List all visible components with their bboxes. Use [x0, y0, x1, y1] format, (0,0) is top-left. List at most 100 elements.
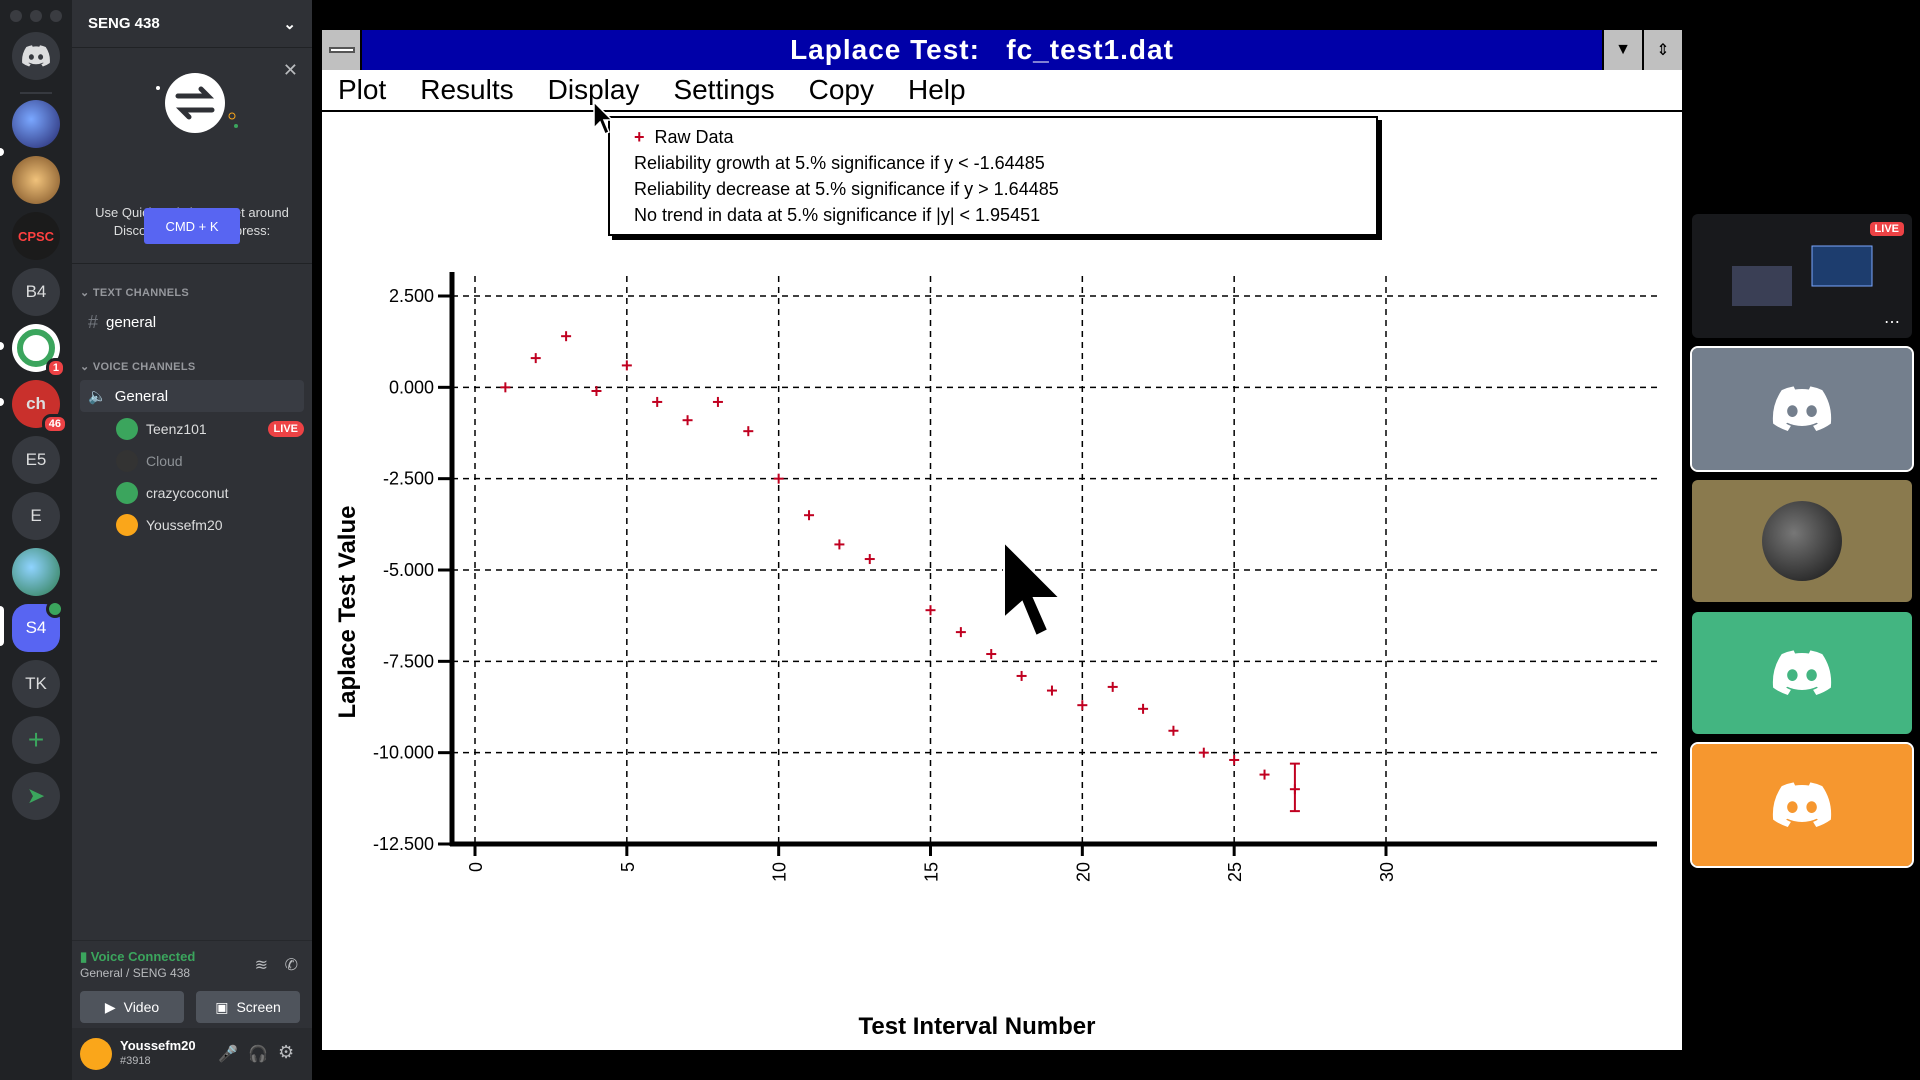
data-point [682, 415, 693, 426]
quick-switcher-arrows-icon [156, 73, 238, 133]
mention-badge: 1 [45, 358, 66, 378]
gear-icon[interactable]: ⚙ [278, 1042, 295, 1062]
window-zoom-button[interactable] [50, 10, 62, 22]
data-point [500, 382, 511, 393]
data-point [1107, 681, 1118, 692]
mouse-cursor-icon [1003, 540, 1063, 638]
voice-channels-category[interactable]: ⌄ VOICE CHANNELS [80, 361, 196, 373]
camera-icon: ▶ [104, 998, 116, 1015]
more-options-icon[interactable]: ⋯ [1884, 314, 1900, 331]
window-title: Laplace Test: fc_test1.dat [790, 34, 1174, 65]
explore-servers-icon[interactable]: ➤ [12, 772, 60, 820]
x-tick-label: 15 [922, 862, 942, 882]
noise-suppression-icon[interactable]: ≋ [254, 957, 268, 974]
x-tick-label: 20 [1073, 862, 1093, 882]
laplace-chart: 2.500 0.000 -2.500 -5.000 -7.500 -10.000 -12.5… [334, 272, 1657, 1040]
y-tick-label: 2.500 [389, 286, 434, 306]
server-icon-ch[interactable]: ch 46 [12, 380, 68, 434]
data-point [1229, 754, 1240, 765]
voice-user[interactable]: Teenz101 LIVE [116, 414, 304, 444]
disconnect-icon[interactable]: ✆ [284, 957, 298, 974]
legend-decrease: Reliability decrease at 5.% significance… [634, 179, 1059, 199]
avatar[interactable] [80, 1038, 112, 1070]
server-icon-1[interactable] [12, 100, 60, 148]
participant-tile[interactable] [1692, 612, 1912, 734]
data-point [1016, 670, 1027, 681]
server-icon-b4[interactable]: B4 [12, 268, 60, 316]
video-button[interactable]: ▶ Video [80, 991, 184, 1023]
voice-user[interactable]: crazycoconut [116, 478, 304, 508]
menu-results[interactable]: Results [420, 74, 514, 105]
data-point [712, 396, 723, 407]
menu-copy[interactable]: Copy [808, 74, 874, 105]
voice-user[interactable]: Cloud [116, 446, 304, 476]
quick-switcher-shortcut-button[interactable]: CMD + K [144, 208, 240, 244]
minimize-button[interactable]: ▼ [1602, 30, 1642, 70]
discord-logo-icon [1772, 782, 1832, 827]
data-point [1259, 769, 1270, 780]
server-icon-2[interactable] [12, 156, 60, 204]
updown-arrow-icon: ⇕ [1656, 42, 1670, 59]
server-header[interactable]: SENG 438 ⌄ [72, 0, 312, 48]
close-icon[interactable]: ✕ [282, 60, 298, 80]
y-tick-label: -7.500 [383, 651, 434, 671]
avatar [116, 418, 138, 440]
screen-share-button[interactable]: ▣ Screen [196, 991, 300, 1023]
legend-growth: Reliability growth at 5.% significance i… [634, 153, 1045, 173]
triangle-down-icon: ▼ [1615, 41, 1631, 58]
voice-connection-panel: ▮ Voice Connected General / SENG 438 ≋ ✆… [72, 940, 312, 1028]
laplace-test-window: Laplace Test: fc_test1.dat ▼ ⇕ Plot Resu… [320, 28, 1684, 1052]
menu-settings[interactable]: Settings [673, 74, 775, 105]
discord-home-icon[interactable] [12, 32, 60, 80]
avatar [116, 482, 138, 504]
window-minimize-button[interactable] [30, 10, 42, 22]
stream-thumbnail-icon [1732, 245, 1873, 306]
data-point [834, 539, 845, 550]
server-icon-s4[interactable]: S4 [12, 600, 64, 652]
server-icon-ring[interactable]: 1 [12, 324, 66, 378]
text-channels-category[interactable]: ⌄ TEXT CHANNELS [80, 287, 190, 299]
voice-connected-status[interactable]: ▮ Voice Connected [80, 949, 196, 964]
system-menu-button[interactable] [322, 30, 362, 70]
server-icon-globe[interactable] [12, 548, 60, 596]
participant-tile[interactable] [1692, 480, 1912, 602]
microphone-icon[interactable]: 🎤 [218, 1046, 238, 1063]
menu-help[interactable]: Help [907, 74, 966, 105]
data-point [955, 627, 966, 638]
server-icon-e[interactable]: E [12, 492, 60, 540]
channel-general[interactable]: # general [88, 311, 157, 332]
data-point [986, 649, 997, 660]
data-point [530, 353, 541, 364]
stream-preview[interactable]: LIVE ⋯ [1692, 214, 1912, 338]
add-server-icon[interactable]: + [12, 716, 60, 764]
participant-tile[interactable] [1690, 742, 1914, 868]
y-tick-label: -5.000 [383, 560, 434, 580]
small-cursor-icon [593, 100, 614, 136]
mention-badge: 46 [41, 414, 68, 434]
voice-location[interactable]: General / SENG 438 [80, 966, 191, 980]
channel-sidebar: SENG 438 ⌄ ✕ Use Quick Switcher to get a… [72, 0, 312, 1080]
voice-user[interactable]: Youssefm20 [116, 510, 304, 540]
menu-display[interactable]: Display [547, 74, 640, 105]
server-icon-tk[interactable]: TK [12, 660, 60, 708]
legend-no-trend: No trend in data at 5.% significance if … [634, 205, 1041, 225]
user-tag: #3918 [120, 1055, 151, 1067]
live-badge: LIVE [1869, 222, 1904, 236]
server-icon-e5[interactable]: E5 [12, 436, 60, 484]
y-tick-label: -10.000 [373, 743, 434, 763]
x-tick-label: 10 [770, 862, 790, 882]
data-point [743, 426, 754, 437]
discord-logo-icon [1772, 386, 1832, 431]
headphones-icon[interactable]: 🎧 [248, 1046, 268, 1063]
data-point [1046, 685, 1057, 696]
server-icon-cpsc[interactable]: CPSC [12, 212, 60, 260]
discord-logo-icon [1772, 650, 1832, 695]
voice-channel-general[interactable]: 🔈 General [80, 380, 304, 412]
window-close-button[interactable] [10, 10, 22, 22]
participant-tile[interactable] [1690, 346, 1914, 472]
menu-plot[interactable]: Plot [338, 74, 387, 105]
restore-button[interactable]: ⇕ [1642, 30, 1682, 70]
x-axis-label: Test Interval Number [859, 1013, 1096, 1040]
data-point [652, 396, 663, 407]
x-tick-label: 30 [1377, 862, 1397, 882]
